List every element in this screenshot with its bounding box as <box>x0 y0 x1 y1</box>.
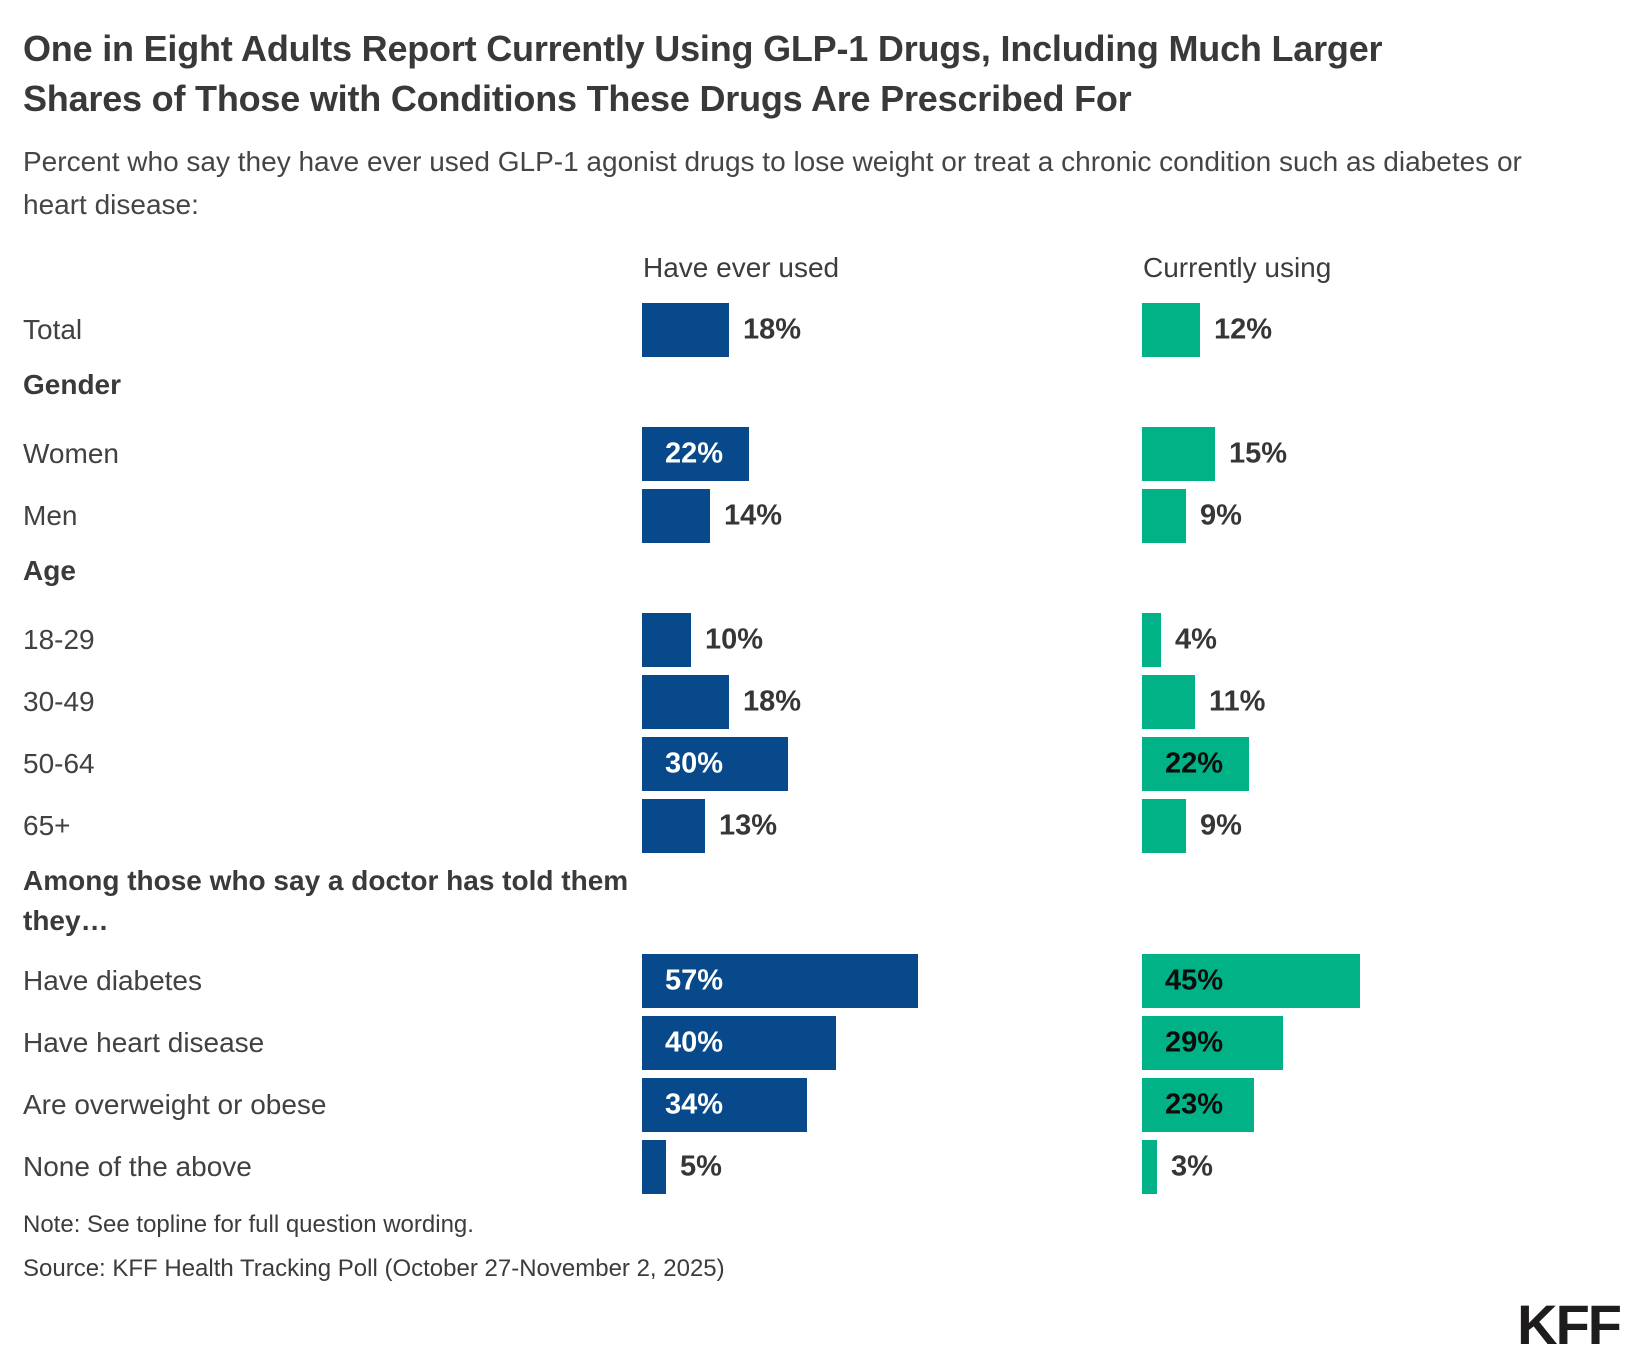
bar-row: Total 18% 12% <box>0 303 1640 357</box>
section-label: Among those who say a doctor has told th… <box>23 865 629 936</box>
section-label: Gender <box>23 369 122 400</box>
section-label: Age <box>23 555 76 586</box>
value-label: 3% <box>1171 1150 1213 1183</box>
bar-currently-using <box>1142 427 1215 481</box>
bar-currently-using: 23% <box>1142 1078 1254 1132</box>
chart-title: One in Eight Adults Report Currently Usi… <box>23 28 1383 119</box>
value-label: 22% <box>665 437 724 470</box>
bar-currently-using <box>1142 1140 1157 1194</box>
value-label: 23% <box>1165 1088 1224 1121</box>
bar-row: None of the above 5% 3% <box>0 1140 1640 1194</box>
bar-have-ever-used <box>642 489 710 543</box>
bar-currently-using: 29% <box>1142 1016 1283 1070</box>
bar-currently-using: 22% <box>1142 737 1249 791</box>
bar-have-ever-used <box>642 799 705 853</box>
chart-subtitle: Percent who say they have ever used GLP-… <box>23 146 1522 220</box>
value-label: 34% <box>665 1088 724 1121</box>
bar-have-ever-used <box>642 675 729 729</box>
value-label: 40% <box>665 1026 724 1059</box>
row-label: Total <box>23 314 83 345</box>
value-label: 12% <box>1214 313 1273 346</box>
value-label: 22% <box>1165 747 1224 780</box>
chart-footer: Note: See topline for full question word… <box>0 1208 1640 1286</box>
bar-have-ever-used: 22% <box>642 427 749 481</box>
row-label: Are overweight or obese <box>23 1089 327 1120</box>
value-label: 18% <box>743 685 802 718</box>
value-label: 18% <box>743 313 802 346</box>
bar-currently-using <box>1142 489 1186 543</box>
value-label: 9% <box>1200 809 1242 842</box>
chart-rows: Total 18% 12% Gender Women 22% 15% Men 14% 9% Age 1… <box>0 303 1640 1194</box>
row-label: 18-29 <box>23 624 95 655</box>
bar-currently-using <box>1142 799 1186 853</box>
bar-have-ever-used: 30% <box>642 737 788 791</box>
column-header-currently-using: Currently using <box>1143 252 1332 283</box>
bar-currently-using <box>1142 675 1195 729</box>
kff-logo: KFF <box>1517 1293 1622 1356</box>
value-label: 4% <box>1175 623 1217 656</box>
row-label: Women <box>23 438 119 469</box>
bar-have-ever-used <box>642 613 691 667</box>
row-label: Have diabetes <box>23 965 203 996</box>
row-label: None of the above <box>23 1151 252 1182</box>
row-label: Have heart disease <box>23 1027 265 1058</box>
value-label: 13% <box>719 809 778 842</box>
bar-row: Are overweight or obese 34% 23% <box>0 1078 1640 1132</box>
column-headers: Have ever used Currently using <box>0 252 1640 288</box>
bar-currently-using <box>1142 303 1200 357</box>
source-text: Source: KFF Health Tracking Poll (Octobe… <box>23 1255 725 1282</box>
bar-row: Women 22% 15% <box>0 427 1640 481</box>
bar-row: Have heart disease 40% 29% <box>0 1016 1640 1070</box>
bar-row: Men 14% 9% <box>0 489 1640 543</box>
value-label: 29% <box>1165 1026 1224 1059</box>
bar-have-ever-used <box>642 1140 666 1194</box>
bar-row: Have diabetes 57% 45% <box>0 954 1640 1008</box>
bar-row: 65+ 13% 9% <box>0 799 1640 853</box>
note-text: Note: See topline for full question word… <box>23 1211 474 1238</box>
bar-have-ever-used: 40% <box>642 1016 836 1070</box>
value-label: 11% <box>1209 685 1266 718</box>
value-label: 45% <box>1165 964 1224 997</box>
bar-have-ever-used: 34% <box>642 1078 807 1132</box>
row-label: 65+ <box>23 810 71 841</box>
value-label: 14% <box>724 499 783 532</box>
value-label: 10% <box>705 623 764 656</box>
column-header-have-ever-used: Have ever used <box>643 252 840 283</box>
row-label: Men <box>23 500 78 531</box>
value-label: 30% <box>665 747 724 780</box>
bar-row: 30-49 18% 11% <box>0 675 1640 729</box>
bar-have-ever-used: 57% <box>642 954 918 1008</box>
row-label: 30-49 <box>23 686 95 717</box>
bar-row: 50-64 30% 22% <box>0 737 1640 791</box>
bar-have-ever-used <box>642 303 729 357</box>
bar-row: 18-29 10% 4% <box>0 613 1640 667</box>
bar-currently-using <box>1142 613 1161 667</box>
value-label: 9% <box>1200 499 1242 532</box>
value-label: 15% <box>1229 437 1288 470</box>
row-label: 50-64 <box>23 748 95 779</box>
value-label: 57% <box>665 964 724 997</box>
value-label: 5% <box>680 1150 722 1183</box>
bar-currently-using: 45% <box>1142 954 1360 1008</box>
